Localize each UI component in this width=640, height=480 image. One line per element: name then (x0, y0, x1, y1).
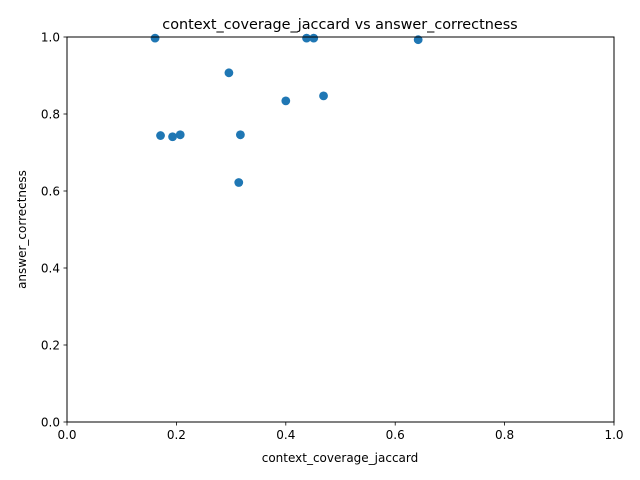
y-axis-label: answer_correctness (15, 170, 29, 289)
data-point (168, 132, 177, 142)
y-tick-label: 0.0 (41, 415, 60, 429)
y-tick-label: 0.2 (41, 338, 60, 352)
data-point (319, 91, 328, 101)
data-point (281, 96, 291, 106)
y-tick-label: 0.8 (41, 107, 60, 121)
data-point (235, 130, 245, 140)
y-tick-label: 1.0 (41, 30, 60, 44)
data-point (302, 33, 311, 43)
y-tick-label: 0.6 (41, 184, 60, 198)
x-tick-label: 0.4 (276, 428, 295, 442)
plot-frame (66, 36, 615, 423)
y-axis-ticks: 0.0 0.2 0.4 0.6 0.8 1.0 (41, 30, 67, 429)
x-tick-label: 0.0 (57, 428, 76, 442)
data-point (156, 131, 165, 140)
data-point (175, 130, 185, 140)
data-point (224, 68, 234, 78)
x-tick-label: 1.0 (604, 428, 623, 442)
y-tick-label: 0.4 (41, 261, 60, 275)
x-tick-label: 0.6 (386, 428, 405, 442)
data-point (234, 178, 244, 187)
x-tick-label: 0.8 (495, 428, 514, 442)
data-point (309, 33, 319, 43)
chart-title: context_coverage_jaccard vs answer_corre… (162, 17, 517, 33)
x-axis-ticks: 0.0 0.2 0.4 0.6 0.8 1.0 (57, 422, 624, 442)
x-axis-label: context_coverage_jaccard (262, 451, 419, 465)
data-point (150, 33, 160, 43)
x-tick-label: 0.2 (167, 428, 186, 442)
